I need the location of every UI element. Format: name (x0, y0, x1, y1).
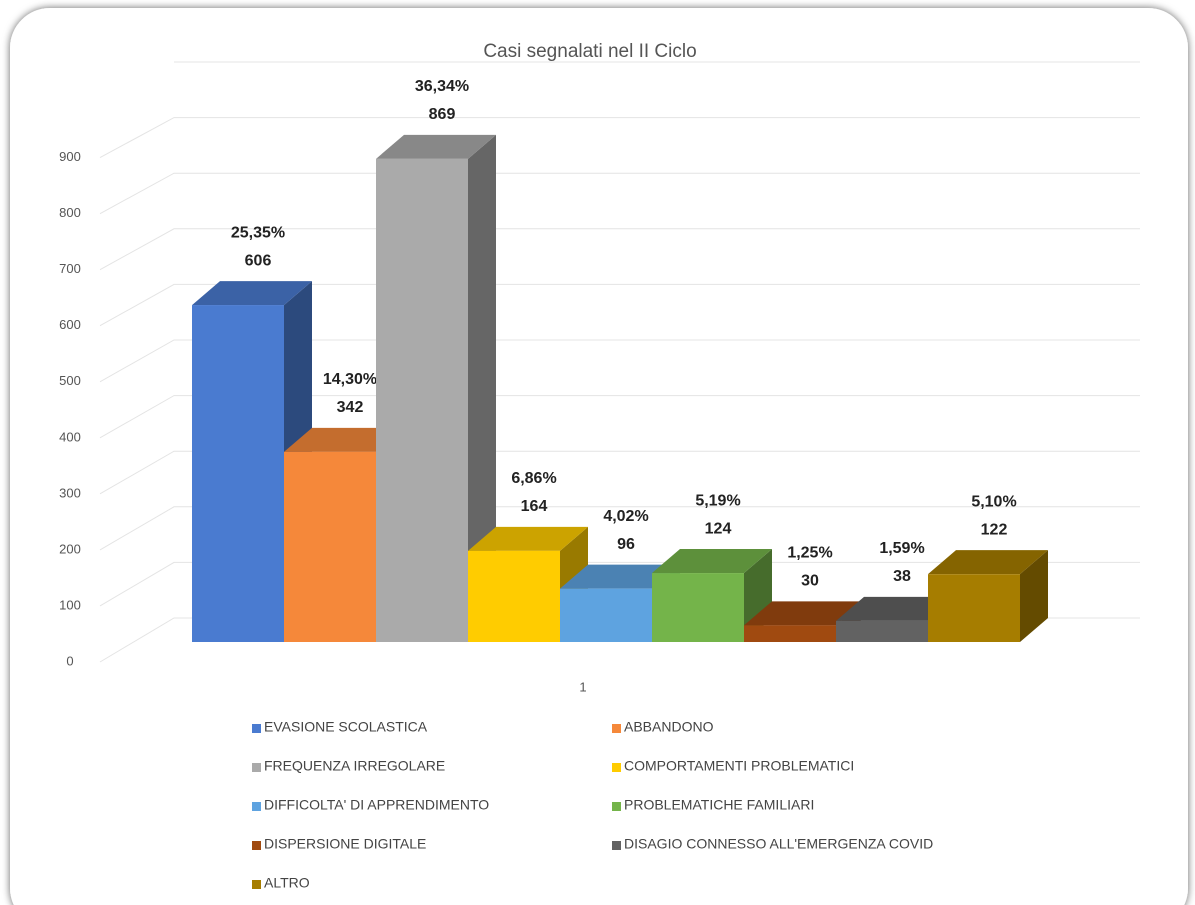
y-tick-label: 300 (59, 485, 81, 500)
bar (928, 574, 1020, 642)
data-label-share: 14,30% (323, 371, 377, 388)
grid-line (99, 450, 1140, 495)
legend-label: DISAGIO CONNESSO ALL'EMERGENZA COVID (624, 836, 933, 852)
bar-top (928, 550, 1048, 575)
bar-top (560, 564, 680, 589)
grid-line (99, 283, 1140, 327)
y-tick-label: 600 (59, 317, 81, 332)
grid-line (99, 339, 1140, 383)
bar (744, 625, 836, 642)
legend-swatch (252, 841, 261, 850)
data-label: 124 (705, 520, 732, 537)
data-label: 606 (245, 252, 272, 269)
y-tick-label: 100 (59, 597, 81, 612)
frame (10, 8, 1188, 905)
legend-swatch (612, 841, 621, 850)
bar (560, 588, 652, 642)
legend-swatch (612, 802, 621, 811)
data-label-share: 4,02% (603, 508, 648, 525)
y-tick-label: 700 (59, 261, 81, 276)
y-tick-label: 200 (59, 541, 81, 556)
data-label-share: 36,34% (415, 78, 469, 95)
bar (192, 305, 284, 642)
bar (284, 451, 376, 642)
legend-swatch (612, 724, 621, 733)
legend-swatch (252, 880, 261, 889)
legend-label: FREQUENZA IRREGOLARE (264, 758, 445, 774)
data-label-share: 5,19% (695, 492, 740, 509)
data-label: 30 (801, 573, 819, 590)
bar-top (192, 281, 312, 306)
y-tick-label: 400 (59, 429, 81, 444)
data-label-share: 5,10% (971, 493, 1016, 510)
data-label: 96 (617, 536, 635, 553)
y-tick-label: 0 (66, 653, 73, 668)
bar-side (1020, 550, 1048, 642)
data-label: 342 (337, 399, 364, 416)
bar-top (468, 526, 588, 551)
y-tick-label: 500 (59, 373, 81, 388)
bar-top (376, 134, 496, 159)
grid-line (99, 117, 1140, 159)
legend-swatch (612, 763, 621, 772)
bar-top (744, 601, 864, 626)
legend-swatch (252, 802, 261, 811)
data-label-share: 25,35% (231, 224, 285, 241)
data-label: 869 (429, 106, 456, 123)
bar (468, 550, 560, 642)
bar-top (284, 427, 404, 452)
y-tick-label: 800 (59, 205, 81, 220)
data-label: 164 (521, 498, 548, 515)
grid-line (99, 561, 1140, 607)
bar-top (652, 549, 772, 574)
data-label: 122 (981, 521, 1008, 538)
legend-label: DIFFICOLTA' DI APPRENDIMENTO (264, 797, 489, 813)
data-label-share: 1,59% (879, 540, 924, 557)
chart-title: Casi segnalati nel II Ciclo (483, 41, 696, 62)
legend-label: EVASIONE SCOLASTICA (264, 719, 428, 735)
data-label-share: 1,25% (787, 545, 832, 562)
x-tick-label: 1 (579, 679, 586, 694)
legend-label: ABBANDONO (624, 719, 714, 735)
legend-swatch (252, 763, 261, 772)
bar-side (468, 134, 496, 642)
legend-label: COMPORTAMENTI PROBLEMATICI (624, 758, 854, 774)
data-label-share: 6,86% (511, 470, 556, 487)
bar (376, 158, 468, 642)
y-tick-label: 900 (59, 149, 81, 164)
bar (652, 573, 744, 642)
bar (836, 620, 928, 642)
legend-swatch (252, 724, 261, 733)
grid-line (99, 172, 1140, 215)
legend-label: ALTRO (264, 875, 310, 891)
grid-line (99, 395, 1140, 439)
legend-label: PROBLEMATICHE FAMILIARI (624, 797, 814, 813)
legend-label: DISPERSIONE DIGITALE (264, 836, 426, 852)
data-label: 38 (893, 568, 911, 585)
grid-line (99, 228, 1140, 271)
grid-line (99, 506, 1140, 551)
bar-top (836, 596, 956, 621)
